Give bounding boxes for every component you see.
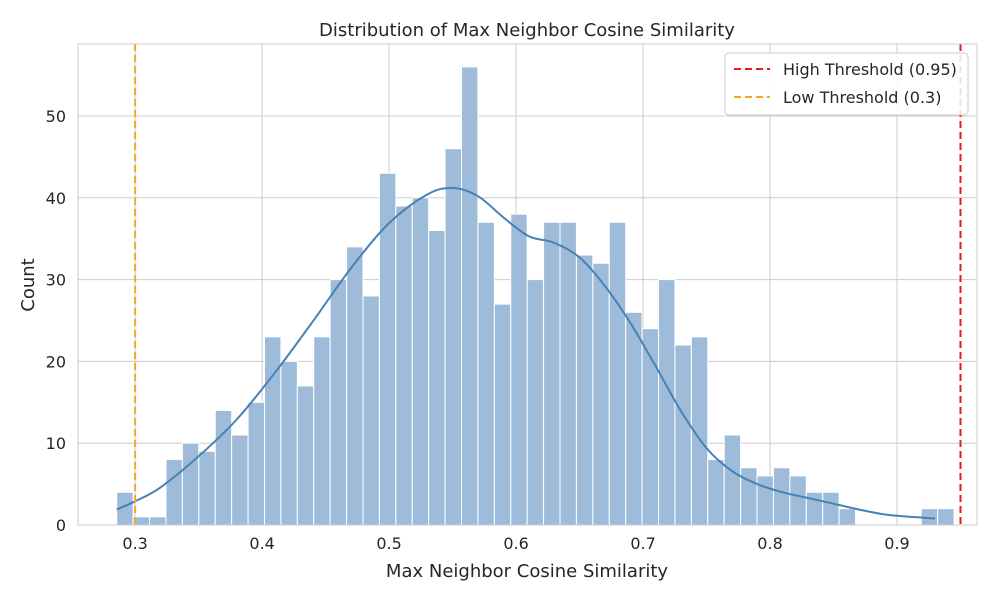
x-tick-label: 0.3 <box>122 534 147 553</box>
histogram-bar <box>411 197 430 526</box>
histogram-bar <box>149 516 167 526</box>
threshold-lines <box>134 44 962 525</box>
histogram-bar <box>559 221 577 526</box>
histogram-bar <box>280 360 298 526</box>
histogram-bar <box>296 385 315 526</box>
histogram-bar <box>378 172 397 526</box>
histogram-bar <box>329 279 348 526</box>
y-tick-label: 50 <box>46 107 66 126</box>
x-axis-label: Max Neighbor Cosine Similarity <box>386 561 668 582</box>
histogram-bar <box>625 311 643 526</box>
plot-frame <box>77 43 978 526</box>
histogram-bar <box>313 336 331 526</box>
legend: High Threshold (0.95) Low Threshold (0.3) <box>724 52 969 116</box>
histogram-bar <box>937 508 955 526</box>
histogram-bar <box>493 303 512 526</box>
histogram-bar <box>428 230 446 526</box>
histogram-bar <box>723 434 742 526</box>
chart-title: Distribution of Max Neighbor Cosine Simi… <box>319 20 735 41</box>
histogram-bar <box>838 508 857 526</box>
kde-curve-group <box>116 186 936 520</box>
histogram-bar <box>510 213 528 526</box>
histogram-bar <box>772 467 791 526</box>
y-tick-label: 10 <box>46 434 66 453</box>
histogram-bar <box>526 279 545 526</box>
tick-labels: 0.3 0.4 0.5 0.6 0.7 0.8 0.9 0 10 20 30 40 50 <box>46 107 910 553</box>
histogram-bar <box>740 467 758 526</box>
histogram-bar <box>231 434 249 526</box>
legend-box <box>724 52 969 116</box>
x-tick-label: 0.7 <box>630 534 655 553</box>
histogram-bar <box>247 401 265 526</box>
histogram-bar <box>362 295 380 526</box>
histogram-bar <box>477 221 495 526</box>
y-tick-label: 30 <box>46 271 66 290</box>
histogram-bar <box>263 336 282 526</box>
histogram-bar <box>608 221 627 526</box>
histogram-bar <box>592 262 610 526</box>
x-tick-label: 0.8 <box>757 534 782 553</box>
legend-label: Low Threshold (0.3) <box>783 88 941 107</box>
x-tick-label: 0.9 <box>884 534 909 553</box>
histogram-bar <box>198 450 216 526</box>
histogram-bar <box>461 66 479 526</box>
histogram-bars <box>116 66 955 526</box>
x-tick-label: 0.6 <box>503 534 528 553</box>
x-tick-label: 0.5 <box>376 534 401 553</box>
histogram-bar <box>543 221 561 526</box>
histogram-bar <box>756 475 774 526</box>
histogram-bar <box>181 442 200 526</box>
histogram-bar <box>822 491 840 526</box>
histogram-bar <box>165 459 183 526</box>
histogram-bar <box>658 279 676 526</box>
y-tick-label: 0 <box>56 516 66 535</box>
kde-curve <box>116 186 936 520</box>
histogram-bar <box>674 344 692 526</box>
x-tick-label: 0.4 <box>249 534 274 553</box>
histogram-bar <box>707 459 725 526</box>
legend-label: High Threshold (0.95) <box>783 60 957 79</box>
histogram-bar <box>444 148 463 526</box>
histogram-bar <box>395 205 413 526</box>
y-tick-label: 40 <box>46 189 66 208</box>
histogram-bar <box>346 246 364 526</box>
histogram-bar <box>575 254 594 526</box>
y-tick-label: 20 <box>46 352 66 371</box>
y-axis-label: Count <box>18 258 39 311</box>
histogram-bar <box>789 475 807 526</box>
